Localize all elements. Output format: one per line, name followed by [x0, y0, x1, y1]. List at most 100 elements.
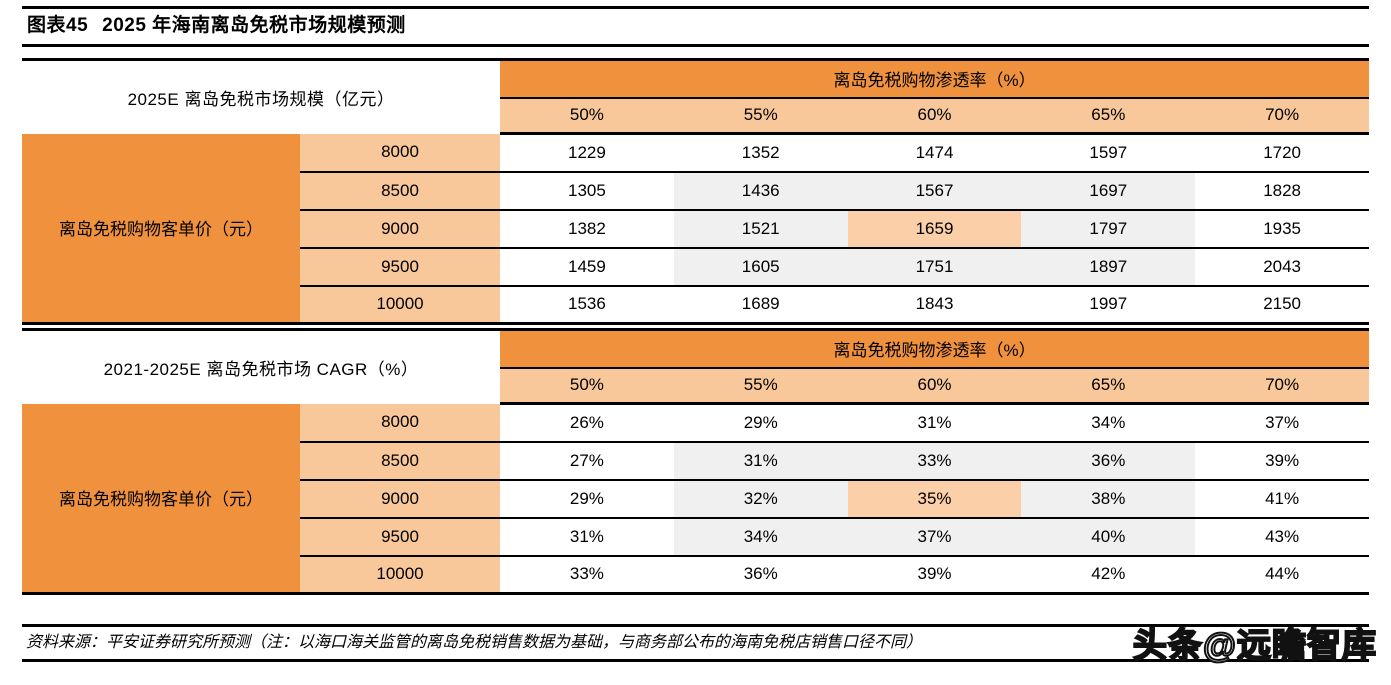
table-cell-value: 37% [847, 517, 1022, 557]
table-cell-value: 1997 [1021, 285, 1196, 325]
row-header-price: 10000 [300, 285, 501, 325]
table-cell-value: 1843 [847, 285, 1022, 325]
table-cell-value: 44% [1195, 555, 1370, 595]
table-cell-value: 1689 [673, 285, 848, 325]
source-footnote: 资料来源：平安证券研究所预测（注：以海口海关监管的离岛免税销售数据为基础，与商务… [22, 624, 1369, 662]
table-row: 8500 27% 31% 33% 36% 39% [22, 441, 1370, 481]
row-header-price: 9000 [300, 479, 501, 519]
table-cell-value: 39% [1195, 441, 1370, 481]
matrix-header-banner-row: 2025E 离岛免税市场规模（亿元） 离岛免税购物渗透率（%） [22, 58, 1370, 134]
row-axis-label: 离岛免税购物客单价（元） [22, 133, 300, 325]
section-title: 2021-2025E 离岛免税市场 CAGR（%） [22, 328, 501, 404]
matrix-tables-container: 2025E 离岛免税市场规模（亿元） 离岛免税购物渗透率（%） 50% 55% 60% 6… [22, 58, 1370, 595]
column-header: 50% [500, 367, 674, 405]
row-header-price: 8000 [300, 133, 501, 173]
row-header-price: 9500 [300, 247, 501, 287]
table-cell-value: 1720 [1195, 133, 1370, 173]
table-cell-value: 1436 [673, 171, 848, 211]
table-row: 10000 1536 1689 1843 1997 2150 [22, 285, 1370, 325]
table-cell-value: 1521 [673, 209, 848, 249]
table-row: 9000 1382 1521 1659 1797 1935 [22, 209, 1370, 249]
table-cell-value: 1352 [673, 133, 848, 173]
column-header: 55% [673, 367, 848, 405]
column-header: 70% [1195, 97, 1370, 135]
row-axis-label: 离岛免税购物客单价（元） [22, 403, 300, 595]
table-cell-value: 1697 [1021, 171, 1196, 211]
table-spacer [22, 323, 1370, 330]
table-cell-value: 36% [673, 555, 848, 595]
table-cell-value: 33% [500, 555, 674, 595]
column-header: 70% [1195, 367, 1370, 405]
table-row: 9000 29% 32% 35% 38% 41% [22, 479, 1370, 519]
section-title: 2025E 离岛免税市场规模（亿元） [22, 58, 501, 134]
figure-title-text: 2025 年海南离岛免税市场规模预测 [102, 15, 406, 36]
table-cell-value: 1797 [1021, 209, 1196, 249]
table-cell-value: 36% [1021, 441, 1196, 481]
column-header: 60% [847, 97, 1022, 135]
table-cell-value: 31% [673, 441, 848, 481]
table-cell-value: 31% [847, 403, 1022, 443]
table-cell-value: 38% [1021, 479, 1196, 519]
table-cell-value: 1935 [1195, 209, 1370, 249]
table-cell-value: 39% [847, 555, 1022, 595]
column-header: 65% [1021, 367, 1196, 405]
table-row: 8500 1305 1436 1567 1697 1828 [22, 171, 1370, 211]
row-header-price: 8000 [300, 403, 501, 443]
row-header-price: 9000 [300, 209, 501, 249]
table-cell-value: 1605 [673, 247, 848, 287]
table-row: 10000 33% 36% 39% 42% 44% [22, 555, 1370, 595]
source-text: 资料来源：平安证券研究所预测（注：以海口海关监管的离岛免税销售数据为基础，与商务… [26, 634, 923, 651]
matrix-column-header-row: 50% 55% 60% 65% 70% [22, 97, 1370, 135]
matrix-column-header-row: 50% 55% 60% 65% 70% [22, 367, 1370, 405]
sensitivity-matrix-table: 2025E 离岛免税市场规模（亿元） 离岛免税购物渗透率（%） 50% 55% 60% 6… [22, 58, 1370, 595]
table-cell-value: 29% [500, 479, 674, 519]
spacer-cell [22, 323, 1370, 330]
table-cell-value: 34% [1021, 403, 1196, 443]
table-cell-value: 35% [847, 479, 1022, 519]
row-header-price: 8500 [300, 171, 501, 211]
table-cell-value: 1229 [500, 133, 674, 173]
table-cell-value: 1751 [847, 247, 1022, 287]
table-cell-value: 40% [1021, 517, 1196, 557]
table-cell-value: 1567 [847, 171, 1022, 211]
column-axis-banner: 离岛免税购物渗透率（%） [500, 328, 1370, 369]
table-cell-value: 43% [1195, 517, 1370, 557]
table-cell-value: 2150 [1195, 285, 1370, 325]
table-cell-value: 1382 [500, 209, 674, 249]
page-title: 图表45 2025 年海南离岛免税市场规模预测 [27, 14, 1369, 38]
table-cell-value: 1897 [1021, 247, 1196, 287]
table-cell-value: 1536 [500, 285, 674, 325]
table-row: 9500 31% 34% 37% 40% 43% [22, 517, 1370, 557]
column-header: 55% [673, 97, 848, 135]
table-cell-value: 32% [673, 479, 848, 519]
column-axis-banner: 离岛免税购物渗透率（%） [500, 58, 1370, 99]
table-cell-value: 27% [500, 441, 674, 481]
table-cell-value: 29% [673, 403, 848, 443]
column-header: 65% [1021, 97, 1196, 135]
table-cell-value: 1828 [1195, 171, 1370, 211]
table-cell-value: 41% [1195, 479, 1370, 519]
table-row: 离岛免税购物客单价（元） 8000 26% 29% 31% 34% 37% [22, 403, 1370, 595]
table-cell-value: 1305 [500, 171, 674, 211]
row-header-price: 9500 [300, 517, 501, 557]
column-header: 50% [500, 97, 674, 135]
table-cell-value: 42% [1021, 555, 1196, 595]
column-header: 60% [847, 367, 1022, 405]
table-cell-value: 26% [500, 403, 674, 443]
row-header-price: 8500 [300, 441, 501, 481]
figure-number: 图表45 [27, 15, 89, 36]
table-cell-value: 2043 [1195, 247, 1370, 287]
figure-title-block: 图表45 2025 年海南离岛免税市场规模预测 [22, 6, 1369, 47]
table-cell-value: 1474 [847, 133, 1022, 173]
table-row: 9500 1459 1605 1751 1897 2043 [22, 247, 1370, 287]
table-cell-value: 37% [1195, 403, 1370, 443]
table-cell-value: 34% [673, 517, 848, 557]
row-header-price: 10000 [300, 555, 501, 595]
matrix-header-banner-row: 2021-2025E 离岛免税市场 CAGR（%） 离岛免税购物渗透率（%） [22, 328, 1370, 404]
table-cell-value: 31% [500, 517, 674, 557]
table-cell-value: 1597 [1021, 133, 1196, 173]
table-row: 离岛免税购物客单价（元） 8000 1229 1352 1474 1597 1720 [22, 133, 1370, 325]
table-cell-value: 1459 [500, 247, 674, 287]
table-cell-value: 1659 [847, 209, 1022, 249]
table-cell-value: 33% [847, 441, 1022, 481]
